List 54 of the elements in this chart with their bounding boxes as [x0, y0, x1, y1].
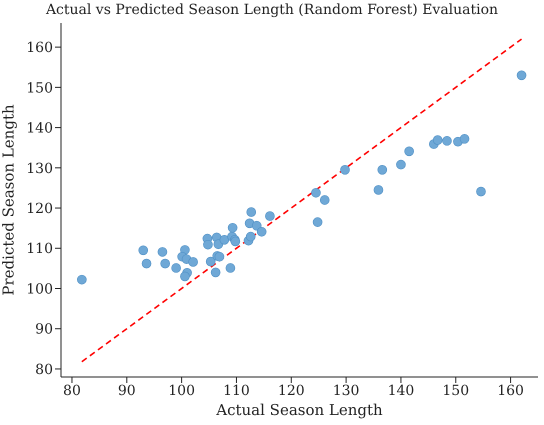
x-tick-label: 160 [497, 382, 524, 399]
chart-title: Actual vs Predicted Season Length (Random Forest) Evaluation [44, 2, 500, 18]
x-tick-label: 100 [168, 382, 195, 399]
point [158, 247, 168, 257]
point [246, 207, 256, 217]
x-tick-label: 130 [332, 382, 360, 399]
y-tick-label: 80 [35, 362, 53, 378]
x-axis-title: Actual Season Length [215, 401, 384, 419]
y-axis-title: Predicted Season Length [0, 104, 18, 296]
y-tick-label: 160 [26, 40, 53, 56]
point [210, 268, 220, 278]
y-tick-label: 100 [26, 281, 53, 298]
point [188, 257, 198, 267]
point [206, 256, 216, 266]
y-tick-label: 110 [26, 241, 53, 258]
point [77, 274, 87, 284]
y-tick-label: 90 [35, 322, 53, 338]
point [396, 160, 406, 170]
x-tick-label: 110 [223, 382, 250, 399]
point [180, 272, 190, 282]
point [460, 134, 470, 144]
x-tick-label: 140 [388, 382, 414, 399]
point [442, 136, 452, 146]
point [203, 240, 213, 250]
point [311, 188, 321, 198]
point [138, 245, 148, 256]
point [246, 232, 256, 242]
point [476, 186, 486, 196]
point [252, 220, 262, 231]
x-tick-label: 150 [442, 382, 470, 399]
point [226, 263, 236, 273]
y-tick-label: 140 [26, 120, 53, 137]
point [228, 222, 238, 233]
point [171, 263, 181, 273]
point [220, 235, 230, 245]
point [377, 165, 388, 175]
point [432, 135, 442, 145]
point [256, 226, 266, 237]
point [160, 258, 170, 268]
point [340, 165, 350, 175]
y-tick-label: 120 [26, 201, 53, 218]
point [320, 195, 330, 205]
point [516, 70, 526, 80]
point [404, 146, 414, 156]
point [312, 217, 322, 227]
y-tick-label: 150 [26, 80, 53, 96]
point [214, 252, 224, 262]
point [374, 185, 384, 195]
x-tick-label: 120 [278, 382, 305, 399]
point [265, 211, 275, 221]
point [142, 258, 152, 268]
y-tick-label: 130 [26, 160, 53, 177]
x-tick-label: 90 [118, 382, 136, 399]
x-tick-label: 80 [63, 382, 81, 399]
